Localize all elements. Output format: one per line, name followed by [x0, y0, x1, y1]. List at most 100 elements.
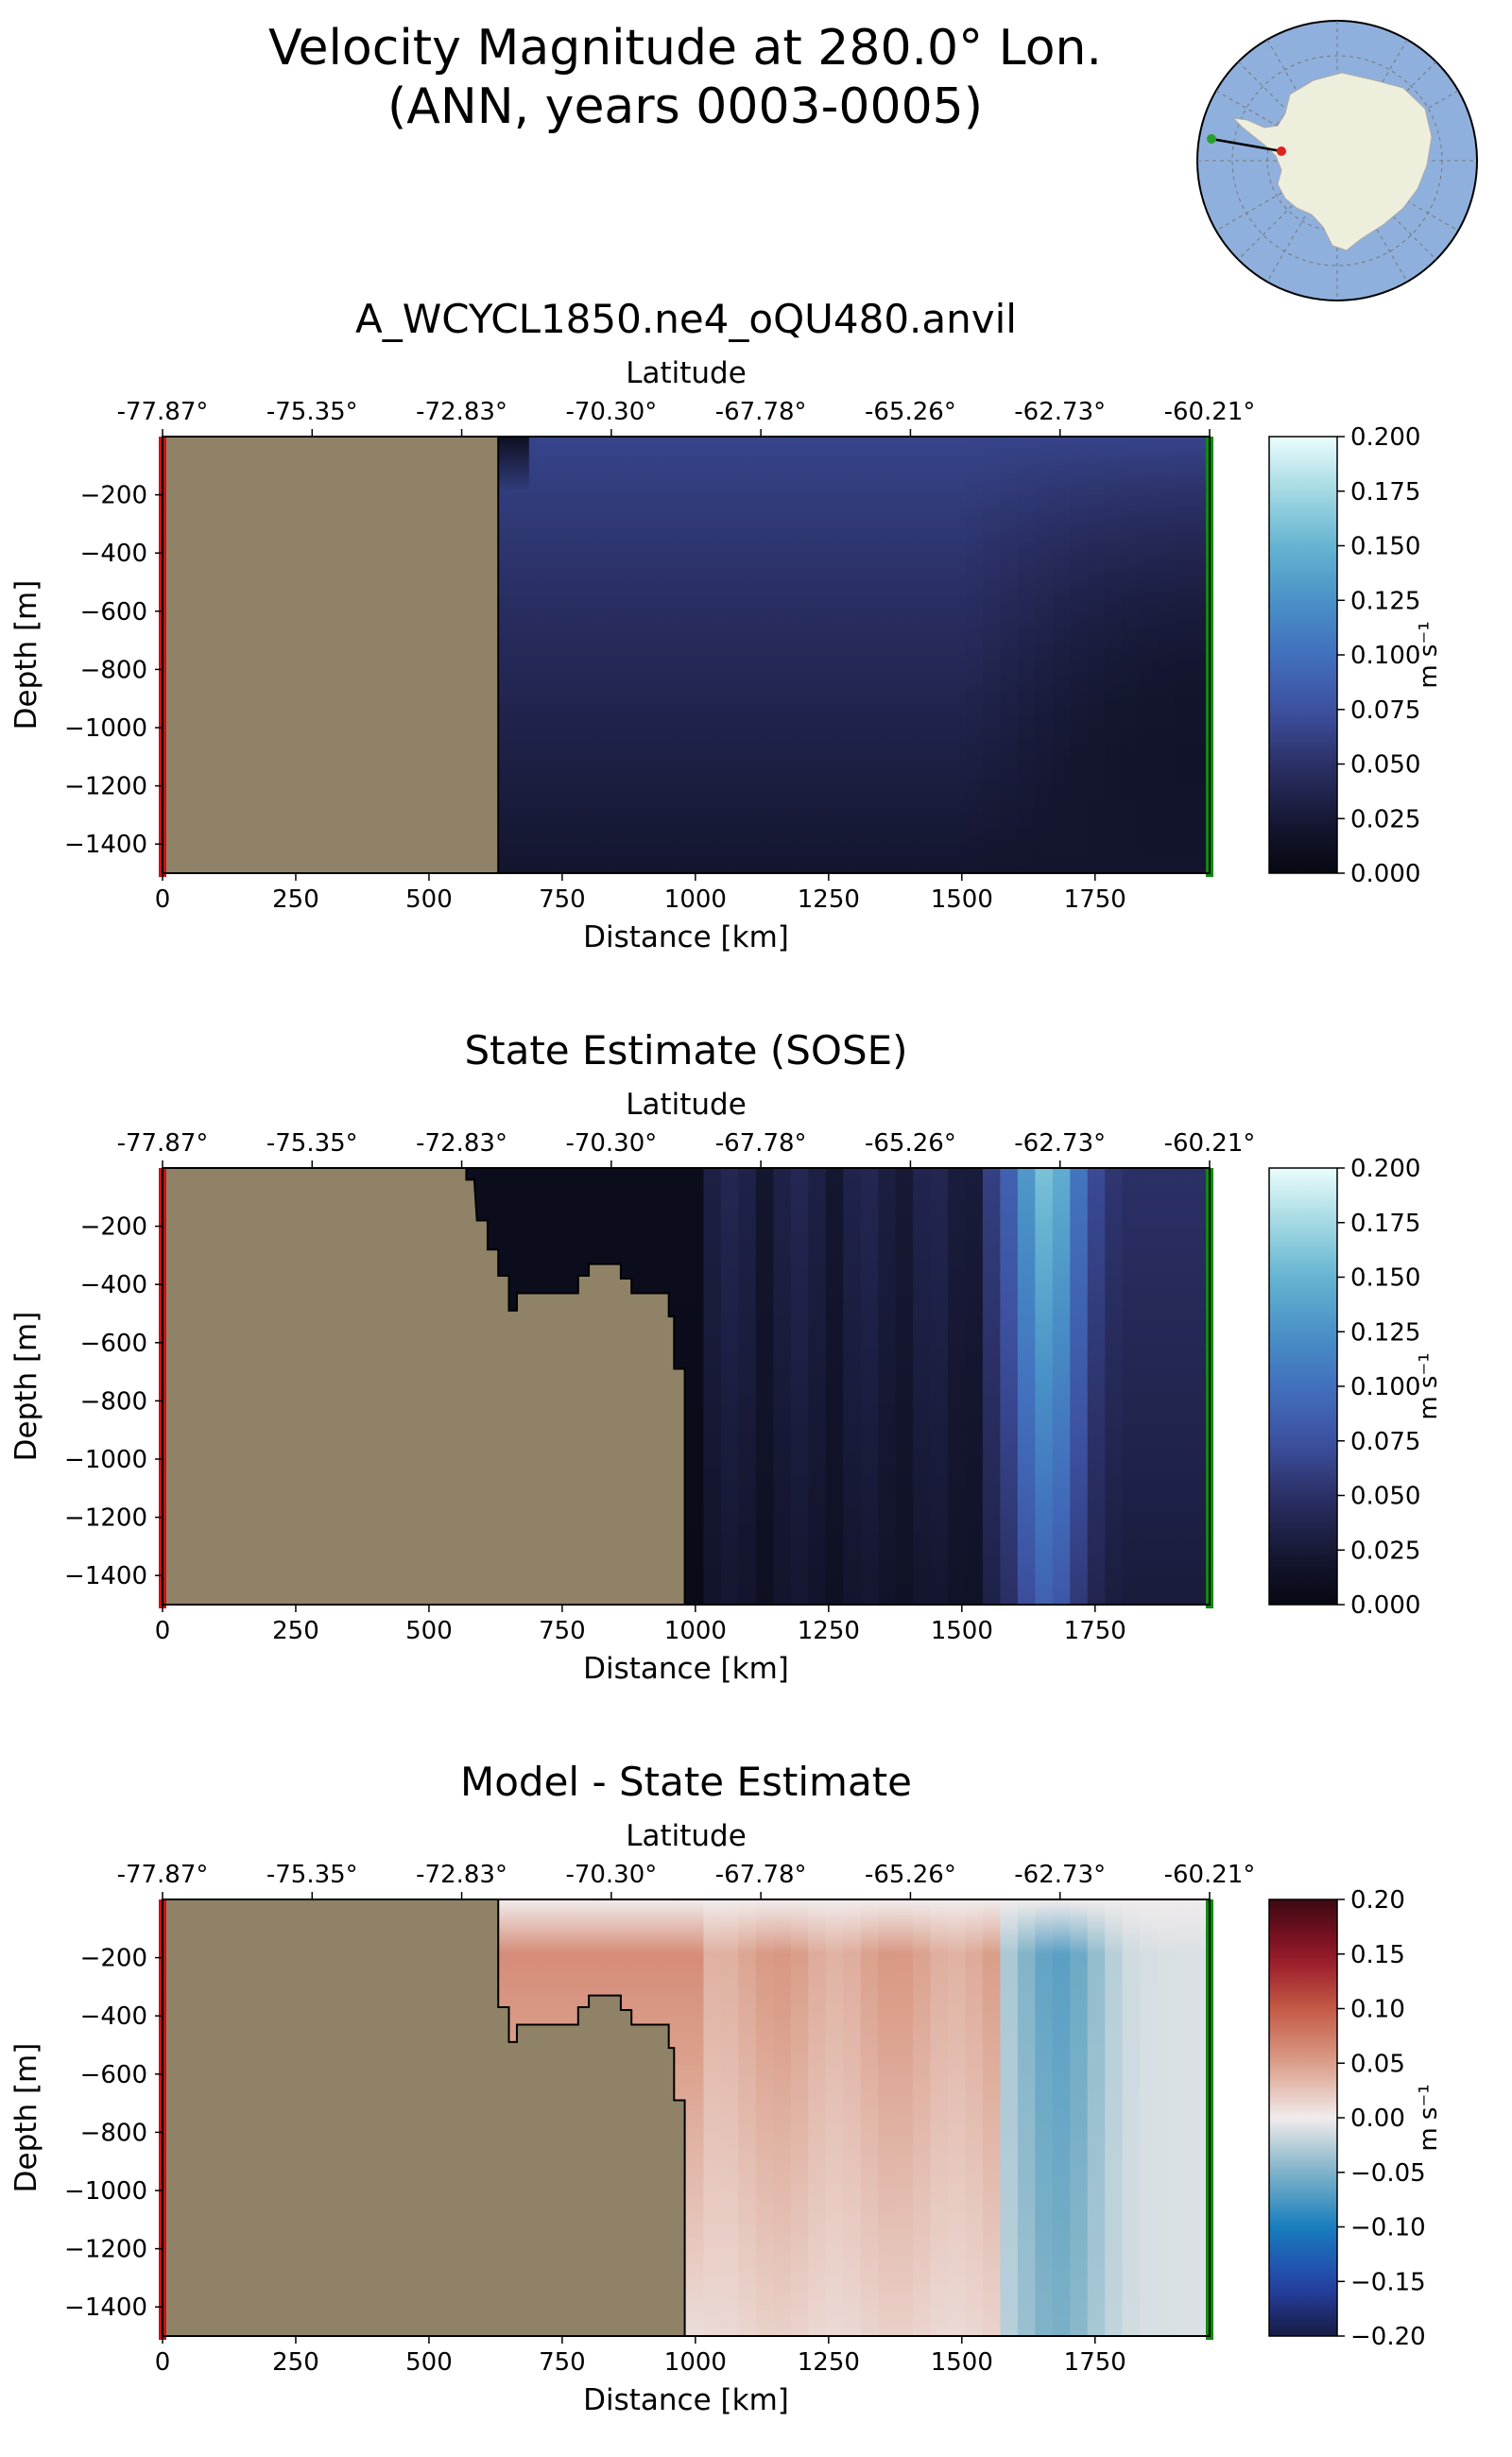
ocean-column	[1192, 1168, 1210, 1605]
land-mask	[162, 436, 500, 874]
ocean-column	[651, 437, 670, 873]
lat-tick-label: -72.83°	[416, 1861, 507, 1889]
ocean-column	[965, 1899, 984, 2336]
panel-title: A_WCYCL1850.ne4_oQU480.anvil	[355, 296, 1017, 342]
lat-tick-label: -60.21°	[1164, 1861, 1256, 1889]
ocean-column	[1070, 1899, 1089, 2336]
colorbar-label: m s⁻¹	[1415, 1352, 1443, 1419]
x-axis-label: Distance [km]	[583, 1652, 789, 1686]
figure-title-line2: (ANN, years 0003-0005)	[387, 78, 984, 135]
y-tick-label: −1200	[64, 1504, 147, 1533]
lat-tick-label: -67.78°	[715, 1129, 807, 1158]
latitude-axis-label: Latitude	[626, 1819, 747, 1853]
x-tick-label: 250	[272, 885, 319, 914]
x-tick-label: 500	[405, 2348, 453, 2377]
ocean-column	[1000, 1899, 1019, 2336]
ocean-column	[1017, 437, 1037, 873]
ocean-column	[895, 437, 915, 873]
ocean-column	[930, 437, 949, 873]
ocean-column	[808, 437, 827, 873]
ocean-column	[843, 1899, 862, 2336]
lat-tick-label: -67.78°	[715, 398, 807, 426]
axes-frame	[162, 436, 1211, 874]
ocean-column	[913, 1168, 932, 1605]
map-start-marker	[1207, 134, 1216, 144]
ocean-column	[1052, 437, 1072, 873]
colorbar-tick-label: 0.000	[1350, 1591, 1420, 1620]
lat-tick-label: -70.30°	[565, 1129, 657, 1158]
ocean-column	[755, 1899, 775, 2336]
axes-frame	[162, 1167, 1211, 1606]
y-tick-label: −600	[80, 2061, 147, 2089]
lat-tick-label: -62.73°	[1014, 1861, 1106, 1889]
ocean-column	[1175, 437, 1194, 873]
colorbar-tick-label: 0.050	[1350, 1483, 1420, 1511]
latitude-axis-label: Latitude	[626, 1088, 747, 1122]
colorbar-tick-label: 0.05	[1350, 2050, 1405, 2078]
colorbar-tick-label: 0.150	[1350, 1264, 1420, 1293]
y-tick-label: −200	[80, 482, 147, 510]
y-tick-label: −1400	[64, 2294, 147, 2322]
lat-tick-label: -67.78°	[715, 1861, 807, 1889]
ocean-column	[1157, 1168, 1177, 1605]
y-tick-label: −1000	[64, 1446, 147, 1474]
ocean-column	[703, 1168, 722, 1605]
x-tick-label: 1000	[664, 1617, 727, 1645]
ocean-column	[598, 437, 618, 873]
figure-title-line1: Velocity Magnitude at 280.0° Lon.	[267, 20, 1103, 77]
ocean-column	[546, 437, 565, 873]
ocean-column	[738, 437, 757, 873]
ocean-column	[1000, 437, 1019, 873]
ocean-column	[563, 437, 583, 873]
x-tick-label: 0	[155, 1617, 171, 1645]
ocean-column	[982, 1168, 1002, 1605]
y-axis-label: Depth [m]	[9, 580, 43, 730]
ocean-column	[1140, 437, 1159, 873]
ocean-column	[965, 1168, 984, 1605]
ocean-column	[1122, 437, 1142, 873]
y-tick-label: −1400	[64, 1562, 147, 1590]
x-tick-label: 750	[539, 1617, 586, 1645]
ocean-column	[1157, 1899, 1177, 2336]
land-mask	[162, 1899, 686, 2337]
ocean-column	[1087, 1168, 1107, 1605]
x-tick-label: 1250	[798, 2348, 860, 2377]
ocean-column	[843, 1168, 862, 1605]
ocean-column	[860, 1899, 880, 2336]
x-tick-label: 750	[539, 885, 586, 914]
ocean-column	[581, 437, 600, 873]
figure-title: Velocity Magnitude at 280.0° Lon. (ANN, …	[76, 19, 1295, 136]
x-tick-label: 1000	[664, 2348, 727, 2377]
ocean-column	[878, 1168, 897, 1605]
colorbar-tick-label: 0.00	[1350, 2105, 1405, 2133]
ocean-column	[1000, 1168, 1019, 1605]
ocean-column	[703, 1899, 722, 2336]
ocean-column	[878, 1899, 897, 2336]
y-tick-label: −800	[80, 1387, 147, 1416]
ocean-column	[738, 1168, 757, 1605]
ocean-column	[1017, 1168, 1037, 1605]
ocean-column	[1052, 1168, 1072, 1605]
y-tick-label: −1000	[64, 2177, 147, 2206]
y-tick-label: −1200	[64, 773, 147, 801]
y-tick-label: −200	[80, 1945, 147, 1973]
ocean-column	[1070, 1168, 1089, 1605]
ocean-column	[755, 437, 775, 873]
ocean-column	[528, 437, 548, 873]
lat-tick-label: -72.83°	[416, 398, 507, 426]
x-tick-label: 1250	[798, 885, 860, 914]
ocean-column	[720, 1168, 740, 1605]
panel-model: A_WCYCL1850.ne4_oQU480.anvil Latitude 0 250…	[9, 296, 1443, 954]
ocean-column	[1035, 1899, 1054, 2336]
ocean-column	[895, 1168, 915, 1605]
panel-difference: Model - State Estimate Latitude 0 250 500 750…	[9, 1759, 1443, 2417]
lat-tick-label: -75.35°	[266, 1861, 358, 1889]
colorbar-tick-label: 0.100	[1350, 642, 1420, 670]
ocean-column	[1140, 1168, 1159, 1605]
ocean-column	[755, 1168, 775, 1605]
lat-tick-label: -62.73°	[1014, 1129, 1106, 1158]
colorbar-tick-label: 0.000	[1350, 860, 1420, 888]
ocean-column	[1175, 1168, 1194, 1605]
ocean-column	[738, 1899, 757, 2336]
ocean-column	[1017, 1899, 1037, 2336]
